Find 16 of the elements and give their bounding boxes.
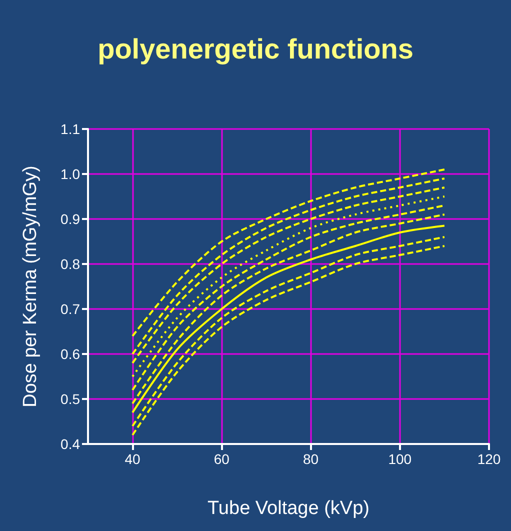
y-tick-label: 0.8: [60, 256, 80, 272]
x-axis-title: Tube Voltage (kVp): [208, 498, 370, 519]
x-tick-label: 120: [477, 451, 501, 467]
chart-title: polyenergetic functions: [98, 34, 414, 64]
y-tick-label: 1.1: [60, 121, 80, 137]
x-tick-label: 80: [302, 451, 319, 467]
y-tick-label: 1.0: [60, 166, 80, 182]
y-tick-label: 0.7: [60, 301, 80, 317]
y-tick-label: 0.4: [60, 436, 80, 452]
y-tick-label: 0.5: [60, 391, 80, 407]
y-tick-label: 0.6: [60, 346, 80, 362]
y-axis-title: Dose per Kerma (mGy/mGy): [20, 166, 41, 408]
x-tick-label: 100: [388, 451, 412, 467]
y-tick-label: 0.9: [60, 211, 80, 227]
x-tick-label: 60: [214, 451, 230, 467]
x-tick-label: 40: [124, 451, 141, 467]
